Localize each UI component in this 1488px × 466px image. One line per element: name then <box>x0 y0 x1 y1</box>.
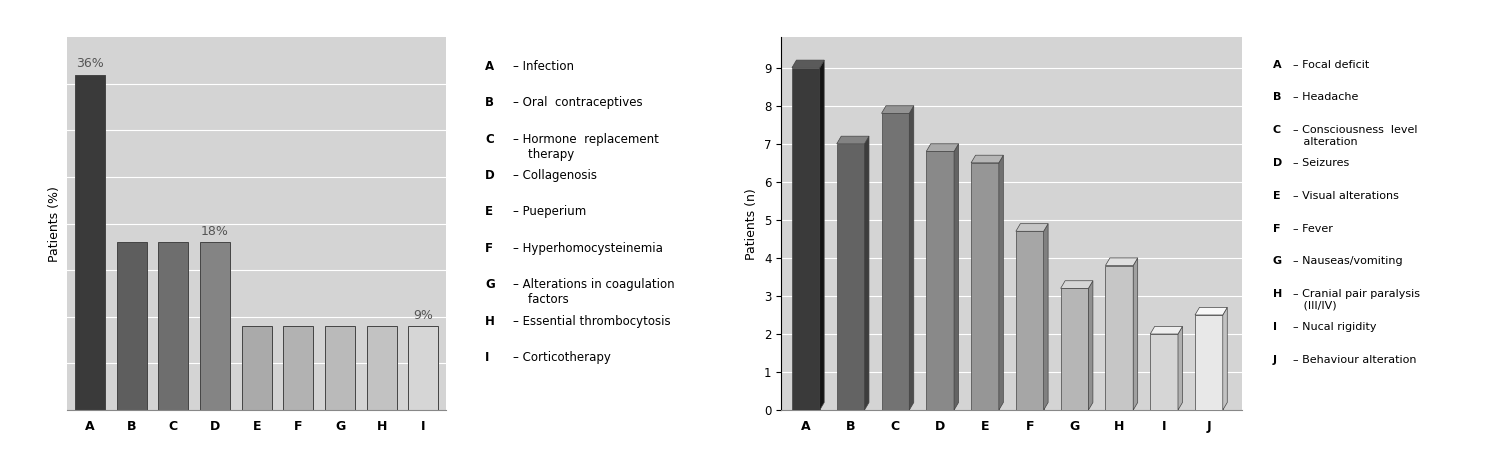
Polygon shape <box>1016 224 1048 231</box>
Polygon shape <box>792 60 824 68</box>
Text: C: C <box>1272 125 1281 135</box>
Text: B: B <box>485 96 494 109</box>
Text: F: F <box>485 242 493 255</box>
Text: A: A <box>1272 60 1281 69</box>
Polygon shape <box>1043 224 1048 410</box>
Bar <box>1061 288 1088 410</box>
Text: G: G <box>1272 256 1283 267</box>
Polygon shape <box>972 155 1003 163</box>
Text: H: H <box>485 315 496 328</box>
Bar <box>927 151 954 410</box>
Bar <box>74 75 104 410</box>
Text: E: E <box>1272 191 1281 201</box>
Text: – Corticotherapy: – Corticotherapy <box>513 351 610 364</box>
Polygon shape <box>1195 308 1228 315</box>
Text: – Alterations in coagulation
    factors: – Alterations in coagulation factors <box>513 278 674 306</box>
Text: – Seizures: – Seizures <box>1293 158 1350 168</box>
Text: – Nucal rigidity: – Nucal rigidity <box>1293 322 1376 332</box>
Polygon shape <box>1061 281 1092 288</box>
Text: D: D <box>485 169 496 182</box>
Text: – Hyperhomocysteinemia: – Hyperhomocysteinemia <box>513 242 662 255</box>
Bar <box>1195 315 1223 410</box>
Polygon shape <box>836 136 869 144</box>
Text: – Cranial pair paralysis
   (III/IV): – Cranial pair paralysis (III/IV) <box>1293 289 1420 311</box>
Y-axis label: Patients (n): Patients (n) <box>745 188 759 260</box>
Text: – Behaviour alteration: – Behaviour alteration <box>1293 355 1417 365</box>
Text: J: J <box>1272 355 1277 365</box>
Text: – Visual alterations: – Visual alterations <box>1293 191 1399 201</box>
Text: I: I <box>1272 322 1277 332</box>
Bar <box>199 242 231 410</box>
Bar <box>881 113 909 410</box>
Y-axis label: Patients (%): Patients (%) <box>49 186 61 261</box>
Text: H: H <box>1272 289 1283 299</box>
Bar <box>116 242 147 410</box>
Polygon shape <box>865 136 869 410</box>
Text: F: F <box>1272 224 1280 233</box>
Bar <box>366 326 397 410</box>
Text: B: B <box>1272 92 1281 103</box>
Bar <box>1016 231 1043 410</box>
Text: – Nauseas/vomiting: – Nauseas/vomiting <box>1293 256 1403 267</box>
Bar <box>836 144 865 410</box>
Polygon shape <box>954 144 958 410</box>
Text: D: D <box>1272 158 1283 168</box>
Text: E: E <box>485 206 493 219</box>
Polygon shape <box>1106 258 1138 266</box>
Polygon shape <box>1134 258 1138 410</box>
Text: 36%: 36% <box>76 57 104 70</box>
Text: – Consciousness  level
   alteration: – Consciousness level alteration <box>1293 125 1418 147</box>
Text: 9%: 9% <box>414 308 433 322</box>
Polygon shape <box>881 106 914 113</box>
Text: – Headache: – Headache <box>1293 92 1359 103</box>
Text: – Hormone  replacement
    therapy: – Hormone replacement therapy <box>513 132 659 161</box>
Polygon shape <box>909 106 914 410</box>
Bar <box>283 326 314 410</box>
Bar <box>158 242 189 410</box>
Text: – Essential thrombocytosis: – Essential thrombocytosis <box>513 315 671 328</box>
Bar <box>241 326 272 410</box>
Bar <box>1106 266 1134 410</box>
Text: 18%: 18% <box>201 225 229 238</box>
Polygon shape <box>1178 326 1183 410</box>
Text: – Pueperium: – Pueperium <box>513 206 586 219</box>
Polygon shape <box>820 60 824 410</box>
Polygon shape <box>927 144 958 151</box>
Text: G: G <box>485 278 496 291</box>
Text: C: C <box>485 132 494 145</box>
Text: A: A <box>485 60 494 73</box>
Polygon shape <box>998 155 1003 410</box>
Text: – Collagenosis: – Collagenosis <box>513 169 597 182</box>
Text: I: I <box>485 351 490 364</box>
Polygon shape <box>1088 281 1092 410</box>
Bar <box>1150 334 1178 410</box>
Text: – Fever: – Fever <box>1293 224 1333 233</box>
Text: – Infection: – Infection <box>513 60 574 73</box>
Bar <box>324 326 356 410</box>
Text: – Oral  contraceptives: – Oral contraceptives <box>513 96 643 109</box>
Polygon shape <box>1223 308 1228 410</box>
Bar <box>408 326 439 410</box>
Text: – Focal deficit: – Focal deficit <box>1293 60 1369 69</box>
Polygon shape <box>1150 326 1183 334</box>
Bar <box>972 163 998 410</box>
Bar <box>792 68 820 410</box>
